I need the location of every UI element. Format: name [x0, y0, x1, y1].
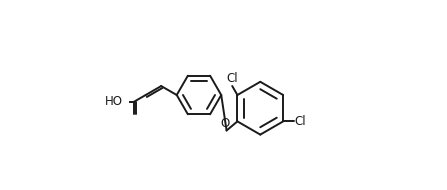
- Text: Cl: Cl: [294, 115, 306, 128]
- Text: O: O: [220, 117, 229, 131]
- Text: HO: HO: [105, 95, 123, 108]
- Text: Cl: Cl: [227, 72, 238, 85]
